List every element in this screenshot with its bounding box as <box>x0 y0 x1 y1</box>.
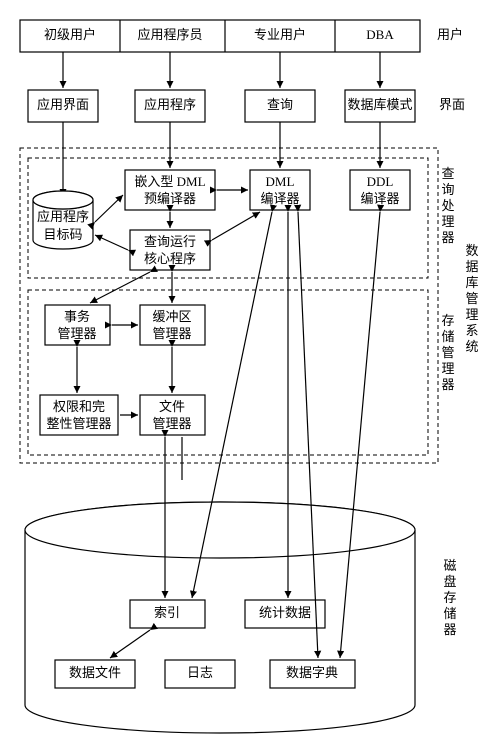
file-l1: 文件 <box>159 399 185 414</box>
svg-text:数据库管理系统: 数据库管理系统 <box>465 243 478 354</box>
interface-app-ui: 应用界面 <box>37 97 89 112</box>
ddl-compiler-l1: DDL <box>367 174 394 189</box>
user-pro: 专业用户 <box>254 27 306 42</box>
svg-text:查询处理器: 查询处理器 <box>441 166 454 245</box>
side-label-interface: 界面 <box>439 97 465 112</box>
interface-query: 查询 <box>267 97 293 112</box>
txn-l1: 事务 <box>64 309 90 324</box>
user-programmer: 应用程序员 <box>137 27 202 42</box>
svg-text:存储管理器: 存储管理器 <box>441 313 454 392</box>
embedded-dml-l2: 预编译器 <box>144 191 196 206</box>
disk-stats: 统计数据 <box>259 605 311 620</box>
interface-app-prog: 应用程序 <box>144 97 196 112</box>
query-core-l2: 核心程序 <box>144 251 196 266</box>
app-target-l1: 应用程序 <box>37 209 89 224</box>
disk-index: 索引 <box>154 605 180 620</box>
interface-schema: 数据库模式 <box>347 97 412 112</box>
dml-compiler-l2: 编译器 <box>260 191 299 206</box>
file-l2: 管理器 <box>152 416 191 431</box>
embedded-dml-l1: 嵌入型 DML <box>134 174 205 189</box>
side-label-disk: 磁盘存储器 <box>443 558 456 637</box>
svg-text:磁盘存储器: 磁盘存储器 <box>443 558 456 637</box>
buf-l2: 管理器 <box>152 326 191 341</box>
side-label-sm: 存储管理器 <box>441 313 454 392</box>
buf-l1: 缓冲区 <box>152 309 191 324</box>
dml-compiler-l1: DML <box>266 174 295 189</box>
side-label-dbms: 数据库管理系统 <box>465 243 478 354</box>
user-novice: 初级用户 <box>44 27 96 42</box>
query-core-l1: 查询运行 <box>144 234 196 249</box>
disk-dict: 数据字典 <box>286 665 338 680</box>
txn-l2: 管理器 <box>57 326 96 341</box>
auth-l1: 权限和完 <box>53 399 105 414</box>
ddl-compiler-l2: 编译器 <box>360 191 399 206</box>
side-label-users: 用户 <box>437 27 463 42</box>
app-target-l2: 目标码 <box>43 227 82 242</box>
disk-log: 日志 <box>187 665 213 680</box>
disk-cylinder <box>25 502 415 733</box>
auth-l2: 整性管理器 <box>46 416 111 431</box>
disk-datafile: 数据文件 <box>69 665 121 680</box>
user-dba: DBA <box>366 27 394 42</box>
side-label-qp: 查询处理器 <box>441 166 454 245</box>
